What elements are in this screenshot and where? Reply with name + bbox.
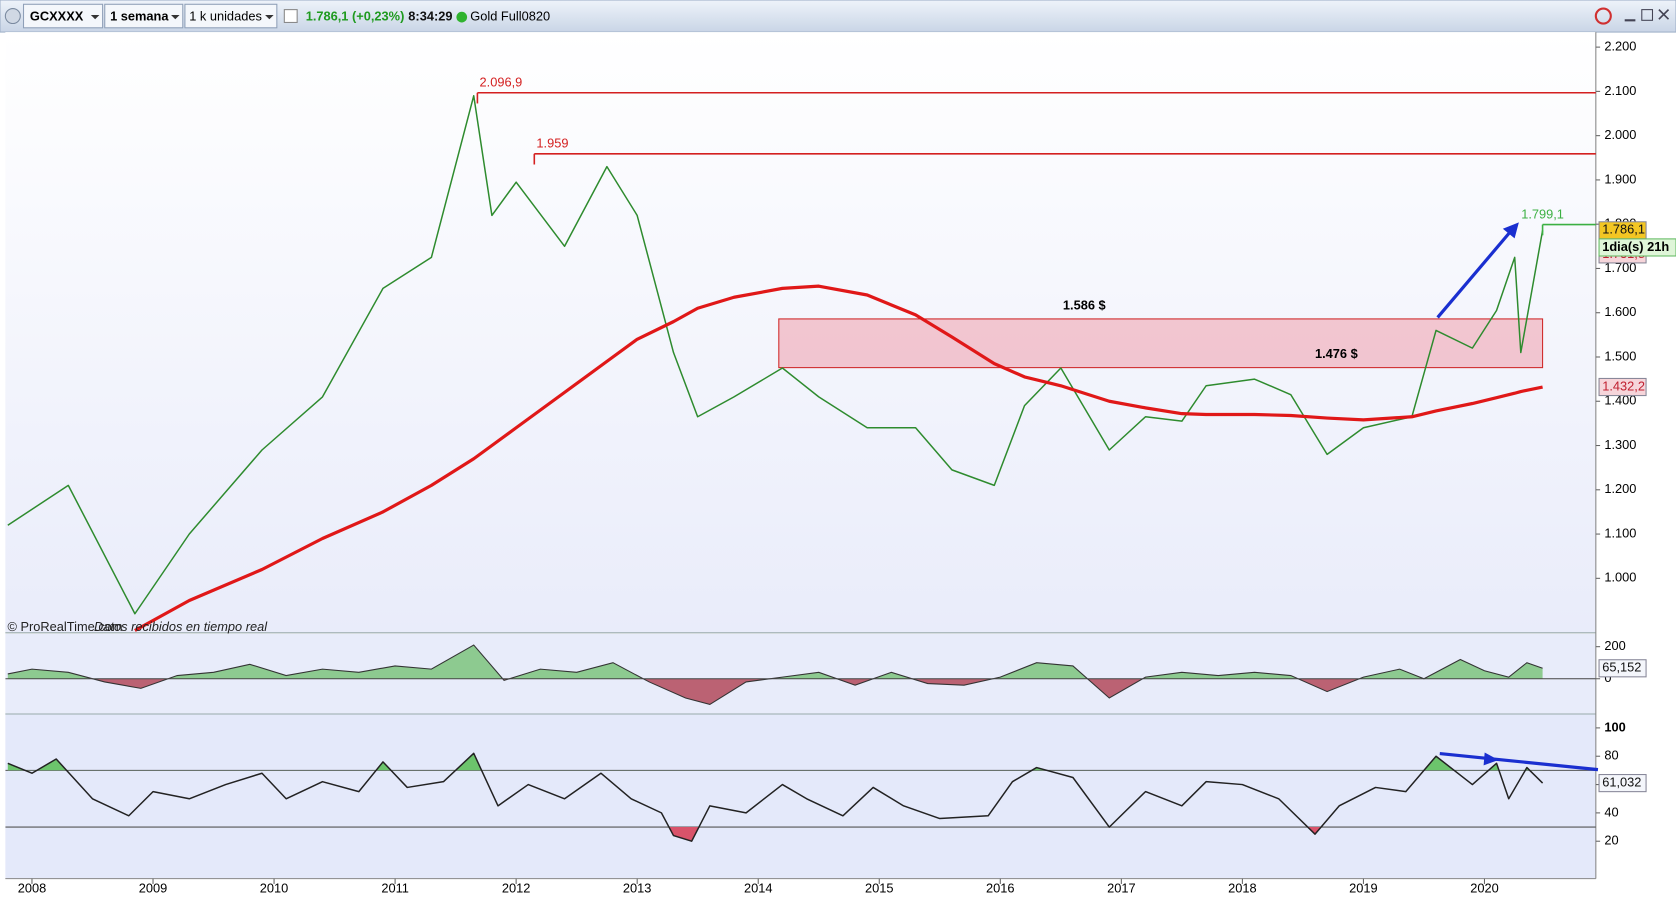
x-tick-label: 2009 <box>139 881 168 896</box>
symbol[interactable]: GCXXXX <box>30 8 84 23</box>
y-tick-label: 40 <box>1604 804 1618 819</box>
restore-button[interactable] <box>1641 9 1654 21</box>
y-tick-label: 2.100 <box>1604 83 1636 98</box>
y-tick-label: 80 <box>1604 748 1618 763</box>
plot-layer: 2008 2009 2010 2011 2012 2013 2014 2015 2016 2017… <box>5 39 1676 896</box>
quote: 1.786,1 (+0,23%) <box>306 8 405 23</box>
price-tag-label: 61,032 <box>1602 774 1641 789</box>
info-icon[interactable] <box>283 9 298 23</box>
price-panel <box>5 32 1596 633</box>
watermark: © ProRealTime.com <box>7 619 122 634</box>
zone-label: 1.476 $ <box>1315 346 1358 361</box>
x-tick-label: 2020 <box>1470 881 1499 896</box>
area-positive <box>7 645 1543 679</box>
instrument: Gold Full0820 <box>470 8 550 23</box>
x-tick-label: 2008 <box>18 881 47 896</box>
dropdown-arrow <box>171 14 180 20</box>
price-tag <box>1598 774 1647 793</box>
x-tick-label: 2018 <box>1228 881 1257 896</box>
x-tick-label: 2011 <box>381 881 409 896</box>
toolbar <box>0 0 1676 33</box>
y-tick-label: 1.700 <box>1604 260 1636 275</box>
y-tick-label: 1.200 <box>1604 481 1636 496</box>
y-tick-label: 200 <box>1604 638 1625 653</box>
level-label: 1.799,1 <box>1521 206 1564 221</box>
series-line <box>134 284 1543 632</box>
panel-plot <box>5 752 1596 842</box>
level-label: 2.096,9 <box>480 75 523 90</box>
panel-plot <box>5 644 1596 705</box>
y-tick-label: 1.400 <box>1604 393 1636 408</box>
price-tag-label: 1.432,2 <box>1602 378 1645 393</box>
menu-icon[interactable] <box>4 8 21 25</box>
y-tick-label: 2.000 <box>1604 127 1636 142</box>
dropdown-arrow <box>265 14 274 20</box>
series-line <box>7 95 1544 615</box>
price-tag-label: 65,152 <box>1602 660 1641 675</box>
sync-icon[interactable] <box>1594 7 1612 25</box>
trend-arrow <box>1436 231 1511 319</box>
price-tag <box>1598 659 1647 678</box>
level-label: 1.959 <box>536 136 568 151</box>
series-line <box>7 752 1544 842</box>
y-tick-label: 1.000 <box>1604 570 1636 585</box>
status-dot <box>456 11 468 23</box>
price-tag-label: 1.786,1 <box>1602 222 1645 237</box>
units-box[interactable] <box>184 3 278 29</box>
dropdown-arrow <box>90 14 100 20</box>
y-tick-label: 1.500 <box>1604 348 1636 363</box>
price-tag <box>1598 377 1647 397</box>
minimize-button[interactable] <box>1624 19 1636 22</box>
divergence-line <box>1439 751 1599 772</box>
time: 8:34:29 <box>408 8 452 23</box>
y-tick-label: 100 <box>1604 719 1625 734</box>
area-outline <box>7 644 1543 705</box>
close-button[interactable] <box>1658 9 1670 20</box>
y-tick-label: 0 <box>1604 670 1611 685</box>
y-tick-label: 1.900 <box>1604 171 1636 186</box>
arrow-head <box>1502 222 1519 239</box>
period[interactable]: 1 semana <box>110 8 169 23</box>
countdown: 1dia(s) 21h <box>1602 239 1669 254</box>
y-tick-label: 20 <box>1604 833 1618 848</box>
y-tick-label: 1.100 <box>1604 525 1636 540</box>
symbol-box[interactable] <box>22 3 104 29</box>
x-tick-label: 2010 <box>260 881 289 896</box>
watermark-note: Datos recibidos en tiempo real <box>94 619 268 634</box>
panel-plot <box>7 95 1544 632</box>
arrow-head <box>1483 752 1499 766</box>
x-tick-label: 2016 <box>986 881 1015 896</box>
y-tick-label: 2.200 <box>1604 39 1636 54</box>
x-tick-label: 2014 <box>744 881 773 896</box>
price-zone <box>778 318 1544 369</box>
y-tick-label: 1.600 <box>1604 304 1636 319</box>
x-tick-label: 2015 <box>865 881 894 896</box>
x-tick-label: 2019 <box>1349 881 1378 896</box>
period-box[interactable] <box>104 3 184 29</box>
x-tick-label: 2013 <box>623 881 652 896</box>
zone-label: 1.586 $ <box>1063 297 1106 312</box>
x-tick-label: 2017 <box>1107 881 1136 896</box>
x-tick-label: 2012 <box>502 881 531 896</box>
y-tick-label: 1.300 <box>1604 437 1636 452</box>
units[interactable]: 1 k unidades <box>189 8 262 23</box>
rsi-panel <box>5 714 1596 879</box>
countdown-box <box>1598 238 1676 257</box>
